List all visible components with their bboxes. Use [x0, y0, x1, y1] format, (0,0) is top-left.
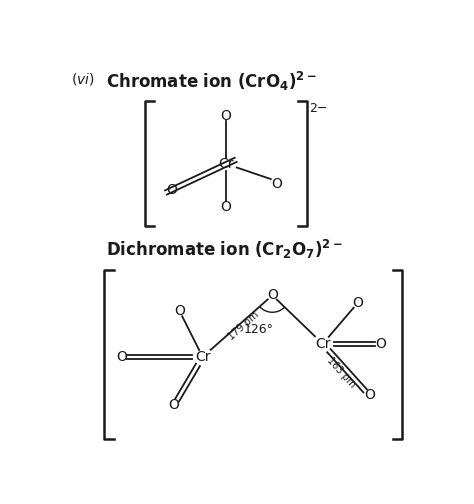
Text: O: O: [169, 399, 179, 412]
Text: 163 pm: 163 pm: [325, 355, 357, 390]
Text: O: O: [364, 389, 374, 402]
Text: O: O: [116, 350, 127, 364]
Text: O: O: [271, 177, 282, 191]
Text: O: O: [220, 109, 231, 123]
Text: 126°: 126°: [244, 324, 273, 337]
Text: O: O: [375, 337, 386, 351]
Text: O: O: [267, 288, 278, 302]
Text: $\mathit{(vi)}$: $\mathit{(vi)}$: [71, 71, 94, 87]
Text: Cr: Cr: [218, 157, 234, 171]
Text: Cr: Cr: [195, 350, 210, 364]
Text: O: O: [220, 200, 231, 214]
Text: 179 pm: 179 pm: [227, 310, 261, 342]
Text: O: O: [352, 296, 363, 310]
Text: 2−: 2−: [309, 102, 327, 115]
Text: $\mathbf{Dichromate\ ion\ (Cr_2O_7)^{2-}}$: $\mathbf{Dichromate\ ion\ (Cr_2O_7)^{2-}…: [106, 237, 342, 261]
Text: O: O: [166, 183, 177, 197]
Text: Cr: Cr: [315, 337, 330, 351]
Text: $\mathbf{Chromate\ ion\ (CrO_4)^{2-}}$: $\mathbf{Chromate\ ion\ (CrO_4)^{2-}}$: [106, 70, 317, 93]
Text: O: O: [174, 304, 185, 318]
